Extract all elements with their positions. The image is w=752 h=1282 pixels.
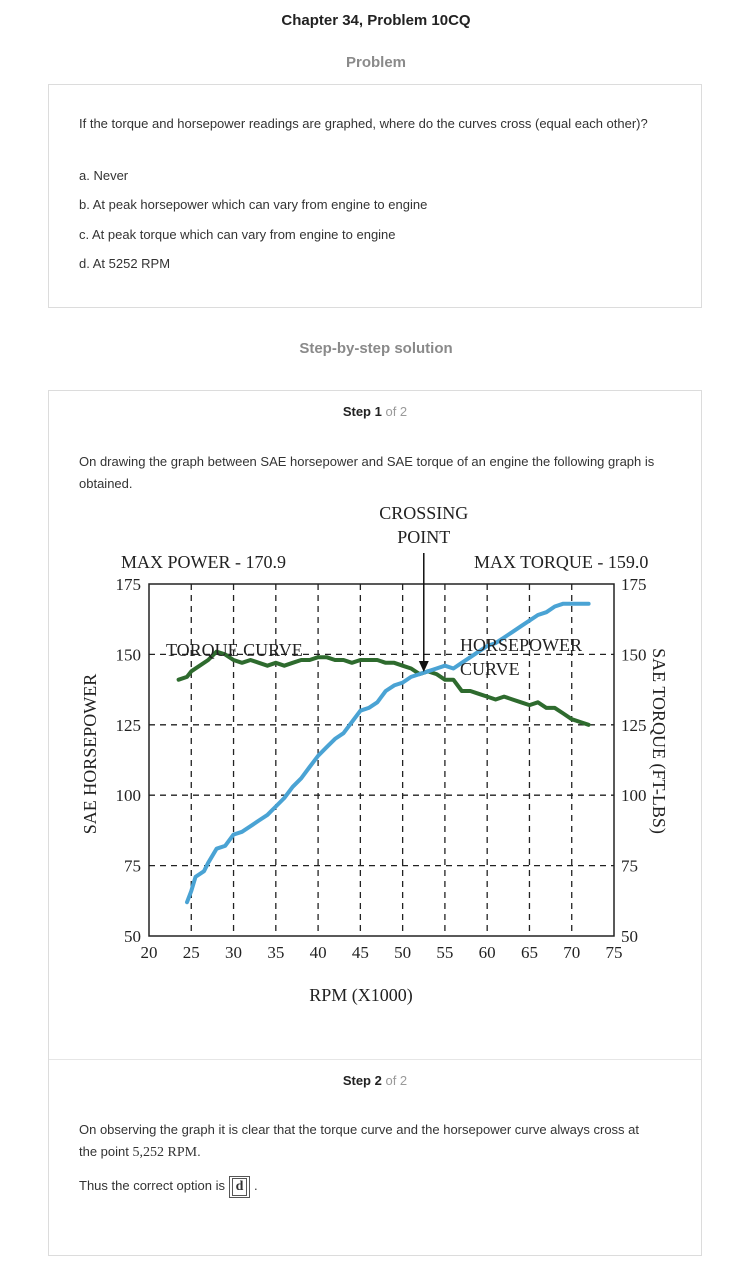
step-2-label: Step 2 of 2 [49, 1073, 701, 1088]
horsepower-curve-label-line1: HORSEPOWER [460, 635, 582, 655]
max-power-label: MAX POWER - 170.9 [121, 552, 286, 572]
problem-question: If the torque and horsepower readings ar… [79, 116, 648, 131]
y-right-tick-label: 100 [621, 786, 647, 805]
step-2-title: Step 2 [342, 1073, 382, 1088]
step-2-conclusion: Thus the correct option is [79, 1178, 225, 1193]
step-1-title: Step 1 [342, 404, 382, 419]
problem-card: If the torque and horsepower readings ar… [48, 84, 702, 308]
y-axis-right-label: SAE TORQUE (FT-LBS) [648, 648, 669, 834]
y-left-tick-label: 50 [124, 927, 141, 946]
torque-curve-label: TORQUE CURVE [166, 640, 303, 660]
step-2-conclusion-block: Thus the correct option is d . [79, 1175, 659, 1198]
crossing-arrowhead [418, 661, 429, 672]
step-2-count: of 2 [385, 1073, 408, 1088]
step-1-count: of 2 [385, 404, 408, 419]
x-axis-label: RPM (X1000) [309, 985, 413, 1006]
y-right-tick-label: 150 [621, 645, 647, 664]
x-tick-label: 30 [225, 943, 242, 962]
torque-curve-line [176, 649, 591, 727]
y-left-tick-label: 150 [116, 645, 142, 664]
max-torque-label: MAX TORQUE - 159.0 [474, 552, 648, 572]
solution-card: Step 1 of 2 On drawing the graph between… [48, 390, 702, 1256]
x-tick-label: 55 [436, 943, 453, 962]
crossing-label-line1: CROSSING [379, 503, 468, 523]
y-axis-left-label: SAE HORSEPOWER [80, 674, 100, 835]
step-2-text: On observing the graph it is clear that … [79, 1122, 640, 1159]
y-right-tick-label: 50 [621, 927, 638, 946]
option-c: c. At peak torque which can vary from en… [79, 227, 396, 242]
y-right-tick-label: 125 [621, 716, 647, 735]
step-2-math: 5,252 RPM [132, 1145, 198, 1160]
horsepower-curve-line [185, 601, 591, 905]
crossing-label-line2: POINT [397, 527, 450, 547]
x-tick-label: 50 [394, 943, 411, 962]
x-tick-label: 70 [563, 943, 580, 962]
option-b: b. At peak horsepower which can vary fro… [79, 197, 428, 212]
page-title: Chapter 34, Problem 10CQ [281, 12, 471, 29]
plot-frame [148, 583, 615, 937]
x-tick-label: 60 [479, 943, 496, 962]
x-tick-label: 20 [141, 943, 158, 962]
x-tick-label: 65 [521, 943, 538, 962]
step-divider [49, 1059, 701, 1060]
x-tick-label: 25 [183, 943, 200, 962]
step-2-text-block: On observing the graph it is clear that … [79, 1122, 640, 1160]
chart-lines [176, 601, 591, 905]
option-a: a. Never [79, 168, 129, 183]
answer-box: d [228, 1176, 251, 1198]
y-left-tick-label: 75 [124, 857, 141, 876]
x-tick-label: 35 [267, 943, 284, 962]
step-1-text: On drawing the graph between SAE horsepo… [79, 454, 655, 491]
x-tick-label: 45 [352, 943, 369, 962]
x-tick-label: 75 [606, 943, 623, 962]
answer-value: d [231, 1178, 248, 1196]
problem-heading: Problem [345, 54, 406, 71]
y-left-tick-label: 175 [116, 575, 142, 594]
y-right-tick-label: 175 [621, 575, 647, 594]
option-d: d. At 5252 RPM [79, 256, 171, 271]
y-left-tick-label: 100 [116, 786, 142, 805]
y-left-tick-label: 125 [116, 716, 142, 735]
horsepower-curve-label-line2: CURVE [460, 659, 520, 679]
solution-heading: Step-by-step solution [299, 340, 453, 357]
y-right-tick-label: 75 [621, 857, 638, 876]
step-1-label: Step 1 of 2 [49, 404, 701, 419]
x-tick-label: 40 [310, 943, 327, 962]
